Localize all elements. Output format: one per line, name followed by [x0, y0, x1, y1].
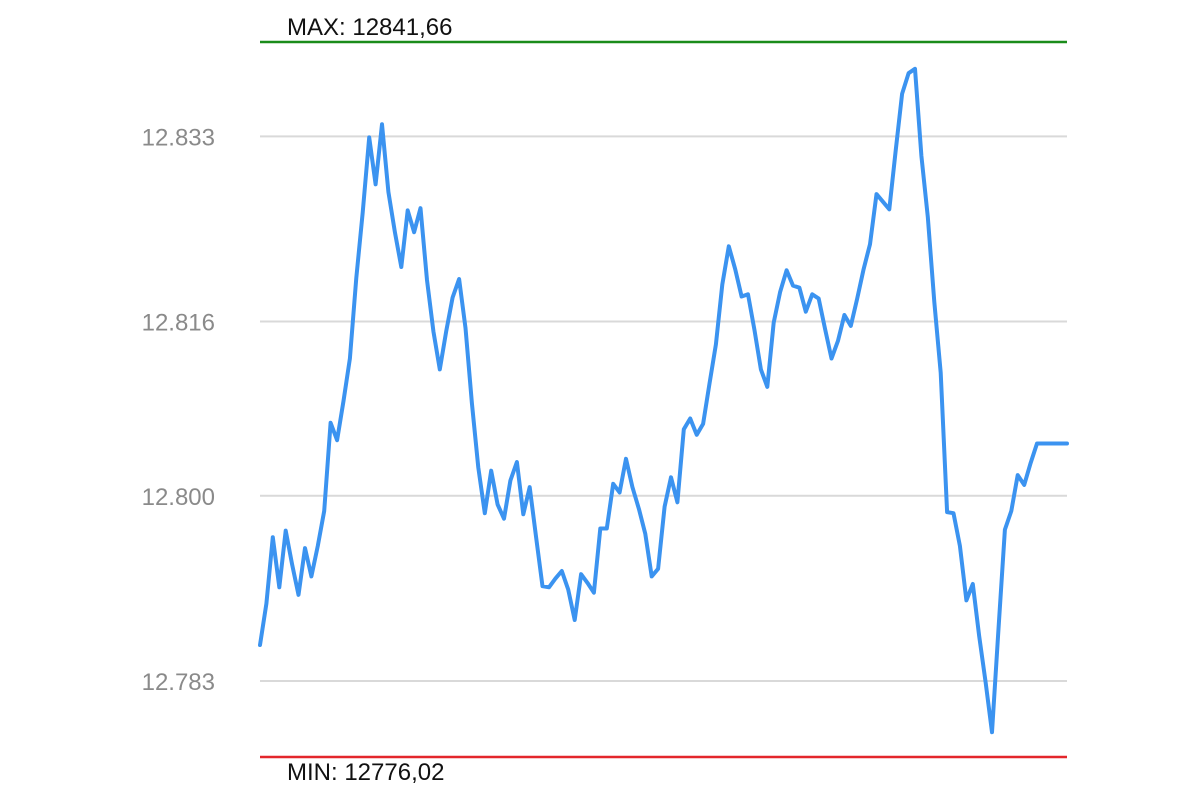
y-tick-labels: 12.833 12.816 12.800 12.783 — [142, 124, 215, 696]
reference-lines: MAX: 12841,66 MIN: 12776,02 — [260, 14, 1067, 786]
y-tick-label: 12.816 — [142, 310, 215, 337]
grid-lines — [260, 135, 1067, 682]
y-tick-label: 12.783 — [142, 669, 215, 696]
price-series-line — [258, 66, 1069, 735]
min-reference-label: MIN: 12776,02 — [287, 759, 444, 786]
y-tick-label: 12.833 — [142, 124, 215, 151]
y-tick-label: 12.800 — [142, 484, 215, 511]
max-reference-label: MAX: 12841,66 — [287, 14, 452, 41]
plot-series — [258, 66, 1069, 735]
